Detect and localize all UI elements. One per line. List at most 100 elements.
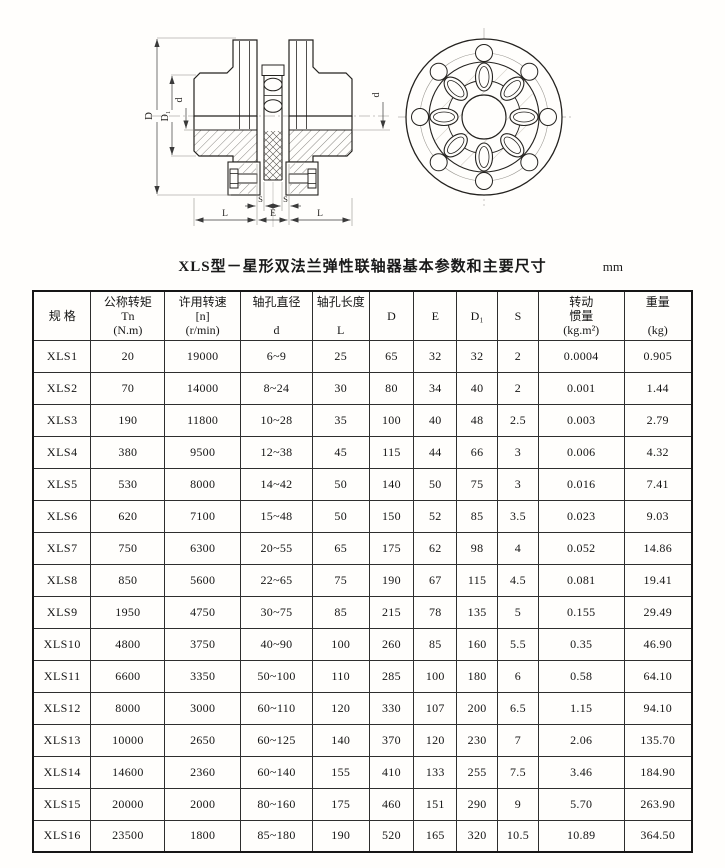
value-cell: 3.46: [537, 755, 625, 789]
value-cell: 60~125: [240, 723, 313, 757]
value-cell: 364.50: [623, 819, 693, 853]
right-coupling-half-upper: [288, 39, 353, 117]
value-cell: 100: [413, 659, 458, 693]
bore-circle: [461, 94, 507, 140]
value-cell: 11800: [164, 403, 242, 437]
col-header-E: E: [413, 290, 458, 341]
value-cell: 14.86: [623, 531, 693, 565]
col-header-bore-diameter: 轴孔直径 d: [240, 290, 313, 341]
table-header-row: 规 格 公称转矩 Tn (N.m) 许用转速 [n] (r/min) 轴孔直径 …: [32, 290, 693, 341]
star-petals: [429, 62, 539, 172]
dim-label-d-left: d: [174, 98, 185, 103]
value-cell: 5600: [164, 563, 242, 597]
value-cell: 190: [311, 819, 370, 853]
value-cell: 6600: [90, 659, 166, 693]
spec-table: 规 格 公称转矩 Tn (N.m) 许用转速 [n] (r/min) 轴孔直径 …: [32, 290, 693, 853]
value-cell: 3350: [164, 659, 242, 693]
col-header-bore-length: 轴孔长度 L: [311, 290, 370, 341]
value-cell: 1.44: [623, 371, 693, 405]
value-cell: 5: [497, 595, 539, 629]
spec-cell: XLS7: [32, 531, 92, 565]
dim-label-S-right: S: [283, 194, 288, 204]
value-cell: 85: [456, 499, 499, 533]
value-cell: 65: [311, 531, 370, 565]
value-cell: 8~24: [240, 371, 313, 405]
unit-label: mm: [602, 259, 623, 274]
value-cell: 2360: [164, 755, 242, 789]
value-cell: 78: [413, 595, 458, 629]
value-cell: 107: [413, 691, 458, 725]
value-cell: 2000: [164, 787, 242, 821]
value-cell: 52: [413, 499, 458, 533]
value-cell: 40: [456, 371, 499, 405]
table-row: XLS12 8000 3000 60~110 120 330 107 200 6.5 1.15 94…: [32, 691, 693, 725]
value-cell: 0.155: [537, 595, 625, 629]
col-header-D: D: [368, 290, 415, 341]
value-cell: 0.0004: [537, 339, 625, 373]
col-header-D1: D₁: [456, 290, 499, 341]
bolt-holes: [411, 44, 557, 190]
value-cell: 9.03: [623, 499, 693, 533]
front-view: [398, 28, 572, 206]
value-cell: 135: [456, 595, 499, 629]
value-cell: 0.001: [537, 371, 625, 405]
spec-cell: XLS5: [32, 467, 92, 501]
value-cell: 44: [413, 435, 458, 469]
table-row: XLS16 23500 1800 85~180 190 520 165 320 10.5 10.8…: [32, 819, 693, 853]
table-row: XLS14 14600 2360 60~140 155 410 133 255 7.5 3.46 1…: [32, 755, 693, 789]
spec-cell: XLS15: [32, 787, 92, 821]
value-cell: 80~160: [240, 787, 313, 821]
right-bolt-detail: [285, 161, 319, 196]
value-cell: 3750: [164, 627, 242, 661]
dimension-labels: D D₁ d d S S L E L: [143, 93, 382, 220]
value-cell: 19.41: [623, 563, 693, 597]
value-cell: 260: [368, 627, 415, 661]
spec-cell: XLS14: [32, 755, 92, 789]
value-cell: 4: [497, 531, 539, 565]
value-cell: 135.70: [623, 723, 693, 757]
value-cell: 32: [456, 339, 499, 373]
value-cell: 263.90: [623, 787, 693, 821]
spec-cell: XLS6: [32, 499, 92, 533]
value-cell: 255: [456, 755, 499, 789]
table-row: XLS3 190 11800 10~28 35 100 40 48 2.5 0.003 2.79: [32, 403, 693, 437]
value-cell: 50: [311, 467, 370, 501]
value-cell: 3: [497, 467, 539, 501]
value-cell: 2: [497, 371, 539, 405]
col-header-inertia: 转动 惯量 (kg.m²): [537, 290, 625, 341]
value-cell: 9: [497, 787, 539, 821]
value-cell: 48: [456, 403, 499, 437]
value-cell: 1950: [90, 595, 166, 629]
value-cell: 3: [497, 435, 539, 469]
value-cell: 0.006: [537, 435, 625, 469]
value-cell: 230: [456, 723, 499, 757]
extension-lines: [157, 37, 390, 226]
value-cell: 3.5: [497, 499, 539, 533]
value-cell: 10.5: [497, 819, 539, 853]
table-row: XLS5 530 8000 14~42 50 140 50 75 3 0.016 7.41: [32, 467, 693, 501]
table-row: XLS6 620 7100 15~48 50 150 52 85 3.5 0.023 9.03: [32, 499, 693, 533]
dim-label-D1: D₁: [160, 111, 171, 122]
value-cell: 120: [413, 723, 458, 757]
value-cell: 184.90: [623, 755, 693, 789]
value-cell: 20~55: [240, 531, 313, 565]
value-cell: 9500: [164, 435, 242, 469]
table-row: XLS8 850 5600 22~65 75 190 67 115 4.5 0.081 19.41: [32, 563, 693, 597]
value-cell: 115: [368, 435, 415, 469]
dimension-lines: [154, 39, 386, 223]
value-cell: 80: [368, 371, 415, 405]
value-cell: 75: [311, 563, 370, 597]
value-cell: 70: [90, 371, 166, 405]
value-cell: 10000: [90, 723, 166, 757]
value-cell: 100: [311, 627, 370, 661]
spec-cell: XLS9: [32, 595, 92, 629]
value-cell: 190: [368, 563, 415, 597]
value-cell: 40~90: [240, 627, 313, 661]
value-cell: 175: [311, 787, 370, 821]
value-cell: 0.905: [623, 339, 693, 373]
dim-label-L-right: L: [317, 209, 323, 219]
value-cell: 10.89: [537, 819, 625, 853]
table-row: XLS13 10000 2650 60~125 140 370 120 230 7 2.06 135…: [32, 723, 693, 757]
value-cell: 4750: [164, 595, 242, 629]
value-cell: 0.016: [537, 467, 625, 501]
